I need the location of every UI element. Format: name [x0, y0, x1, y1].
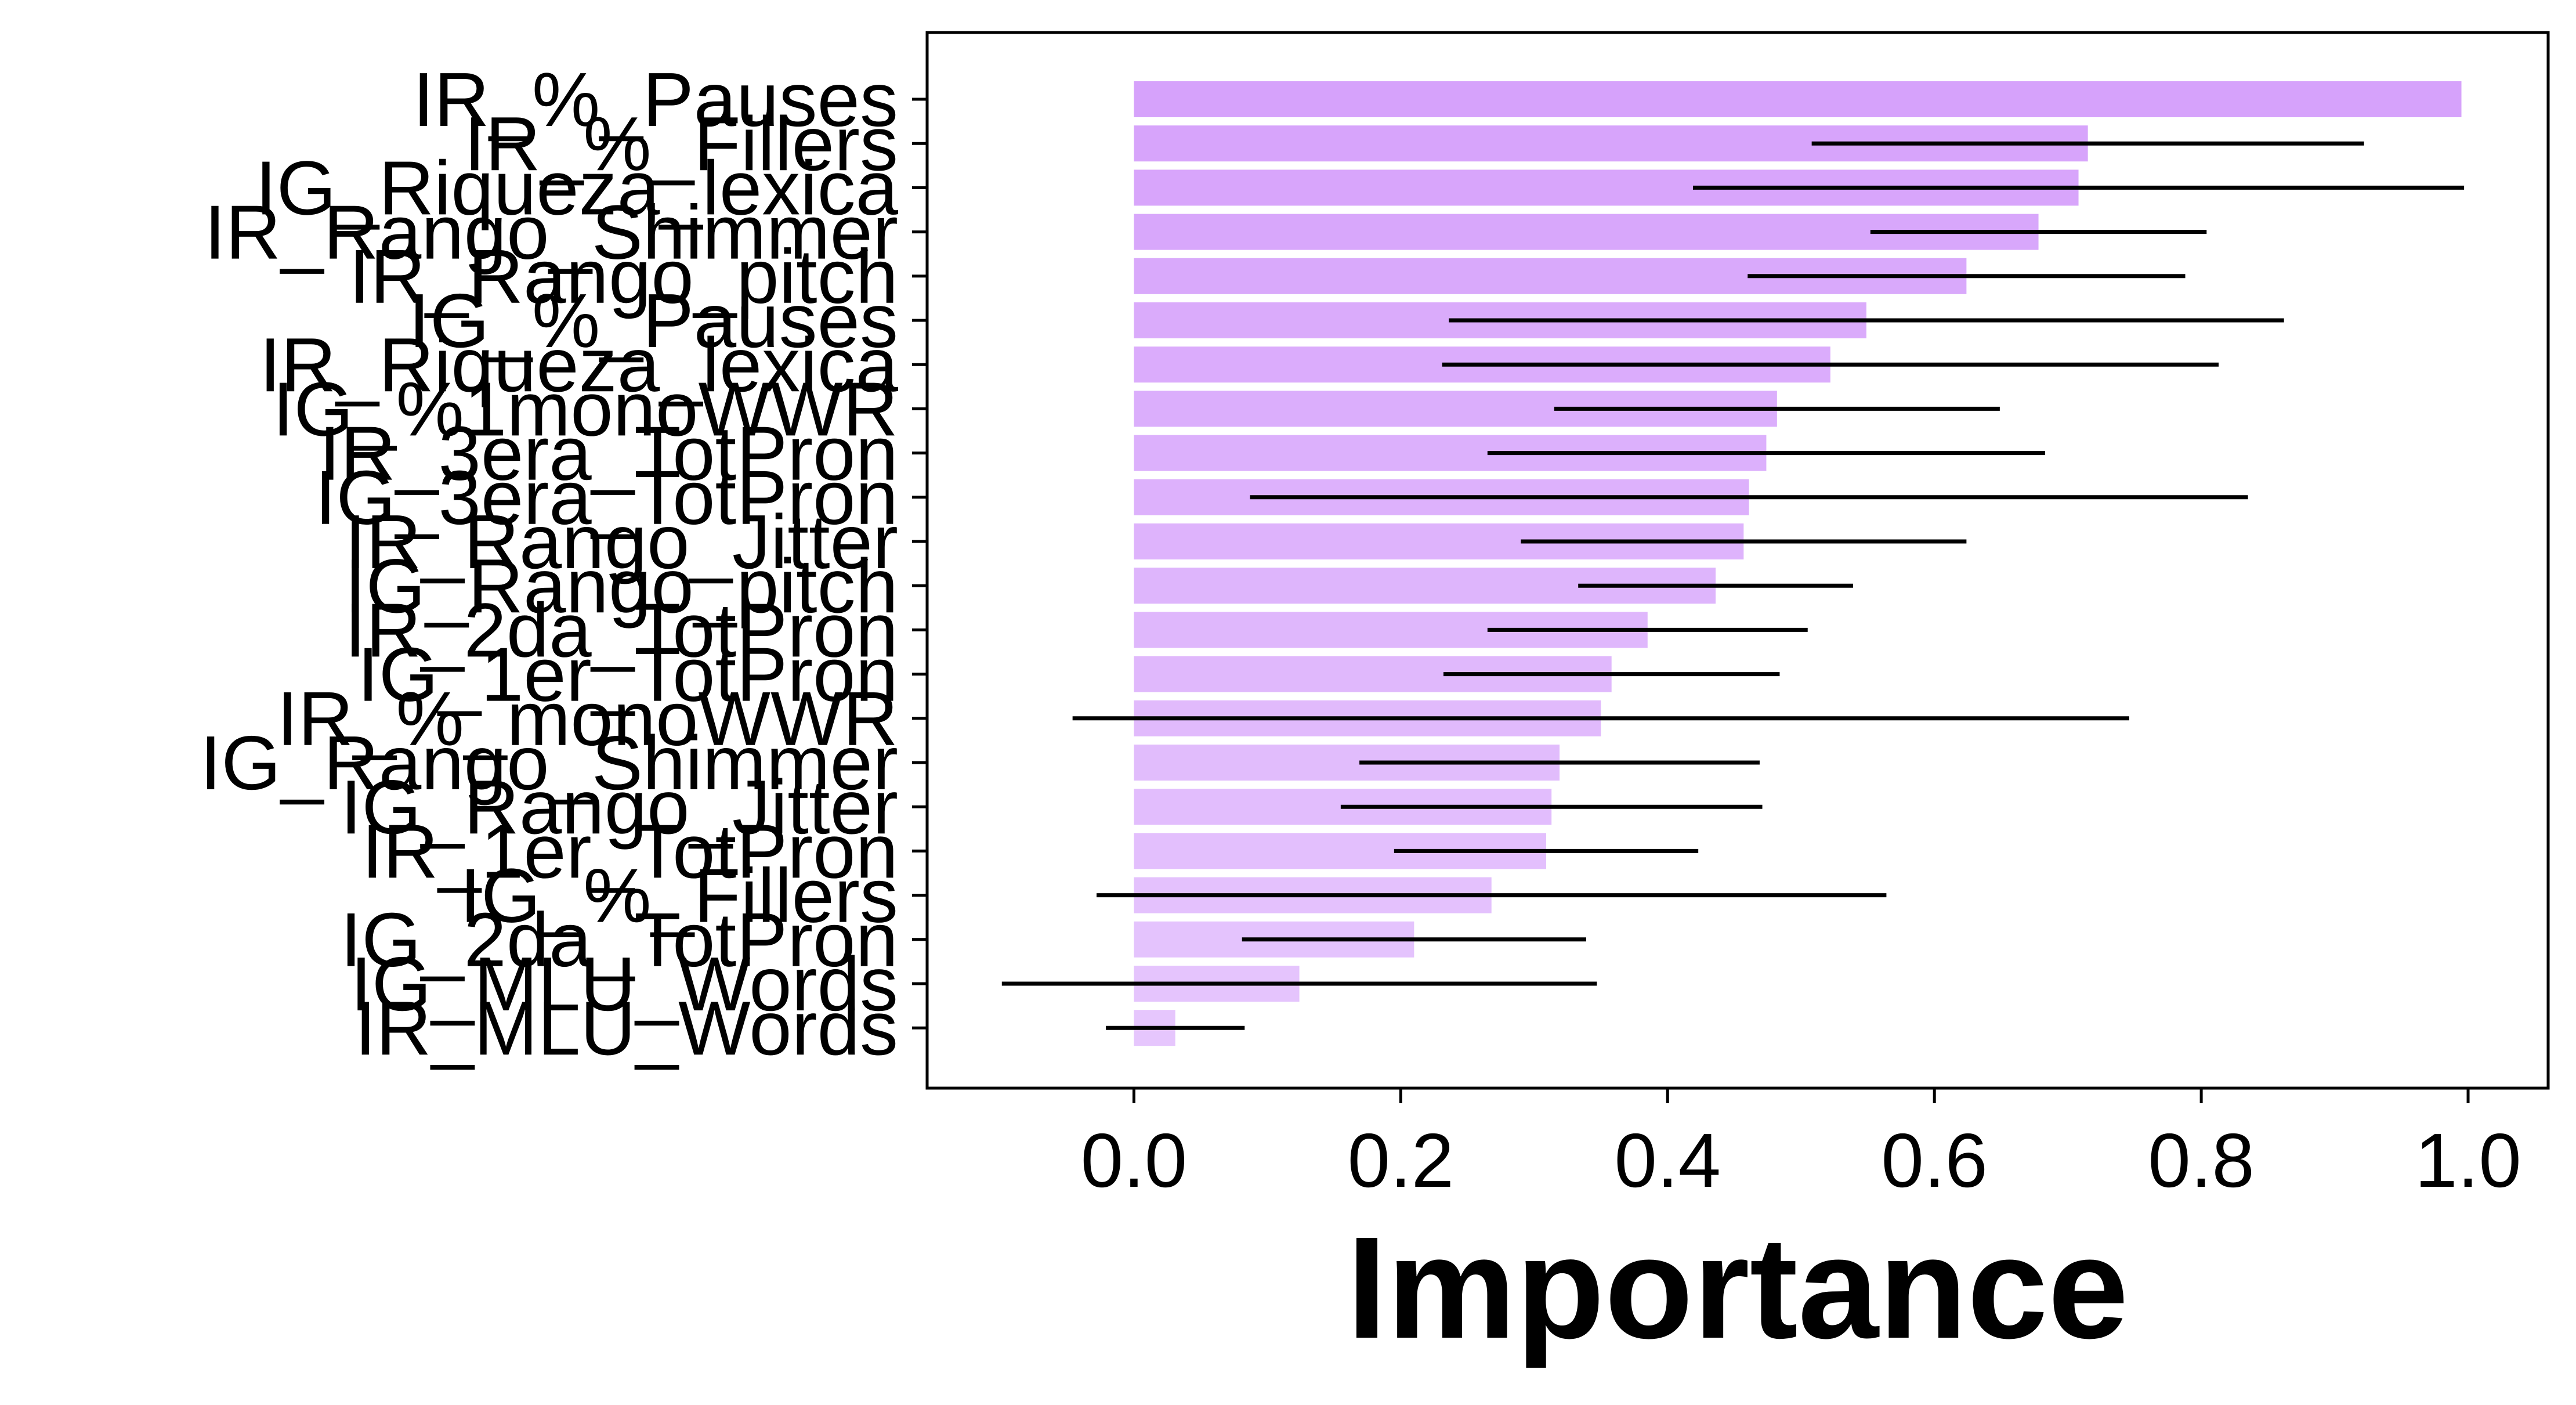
- y-tick-label: IG_Riqueza_lexica: [255, 145, 899, 230]
- errorbars-layer: [1001, 141, 2465, 1030]
- y-tick-label: IG_Rango_Shimmer: [200, 720, 898, 806]
- y-tick-label: IG_%_Fillers: [460, 853, 898, 938]
- y-tick-label: IR_1er_TotPron: [361, 808, 898, 894]
- x-tick-label: 0.4: [1615, 1118, 1721, 1203]
- x-tick-label: 0.2: [1348, 1118, 1455, 1203]
- y-tick-label: IR_Rango_pitch: [349, 234, 898, 319]
- y-tick-label: IG_MLU_Words: [350, 941, 898, 1027]
- y-tick-label: IG_3era_TotPron: [315, 455, 898, 540]
- y-tick-label: IR_3era_TotPron: [319, 411, 898, 496]
- y-tick-label: IR_Rango_Shimmer: [204, 190, 898, 275]
- y-tick-label: IG_Rango_Jitter: [341, 764, 898, 850]
- x-tick-label: 0.6: [1881, 1118, 1988, 1203]
- y-tick-label: IR_%_monoWWR: [277, 676, 898, 761]
- y-tick-label: IG_%_Pauses: [408, 278, 898, 363]
- plot-frame: [925, 31, 2550, 1090]
- x-axis-title: Importance: [1347, 1207, 2129, 1368]
- y-tick-label: IR_Riqueza_lexica: [259, 322, 898, 407]
- y-tick-label: IR_%_Pauses: [413, 57, 898, 142]
- y-tick-label: IG_%1monoWWR: [273, 366, 898, 452]
- y-tick-label: IG_Rango_pitch: [345, 543, 898, 629]
- x-tick-label: 1.0: [2415, 1118, 2521, 1203]
- y-tick-label: IR_Rango_Jitter: [345, 499, 898, 584]
- x-axis: 0.0 0.2 0.4 0.6 0.8 1.0: [1081, 1088, 2521, 1203]
- x-tick-label: 0.8: [2148, 1118, 2255, 1203]
- y-tick-label: IR_MLU_Words: [354, 985, 898, 1071]
- y-tick-label: IR_2da_TotPron: [345, 587, 898, 673]
- y-axis: IR_%_PausesIR_%_FillersIG_Riqueza_lexica…: [200, 57, 927, 1071]
- y-tick-label: IG_1er_TotPron: [357, 632, 898, 717]
- bars-layer: [1134, 81, 2462, 1046]
- x-tick-label: 0.0: [1081, 1118, 1188, 1203]
- y-tick-label: IR_%_Fillers: [464, 101, 898, 186]
- y-tick-label: IG_2da_TotPron: [341, 897, 898, 983]
- bar: [1134, 81, 2462, 117]
